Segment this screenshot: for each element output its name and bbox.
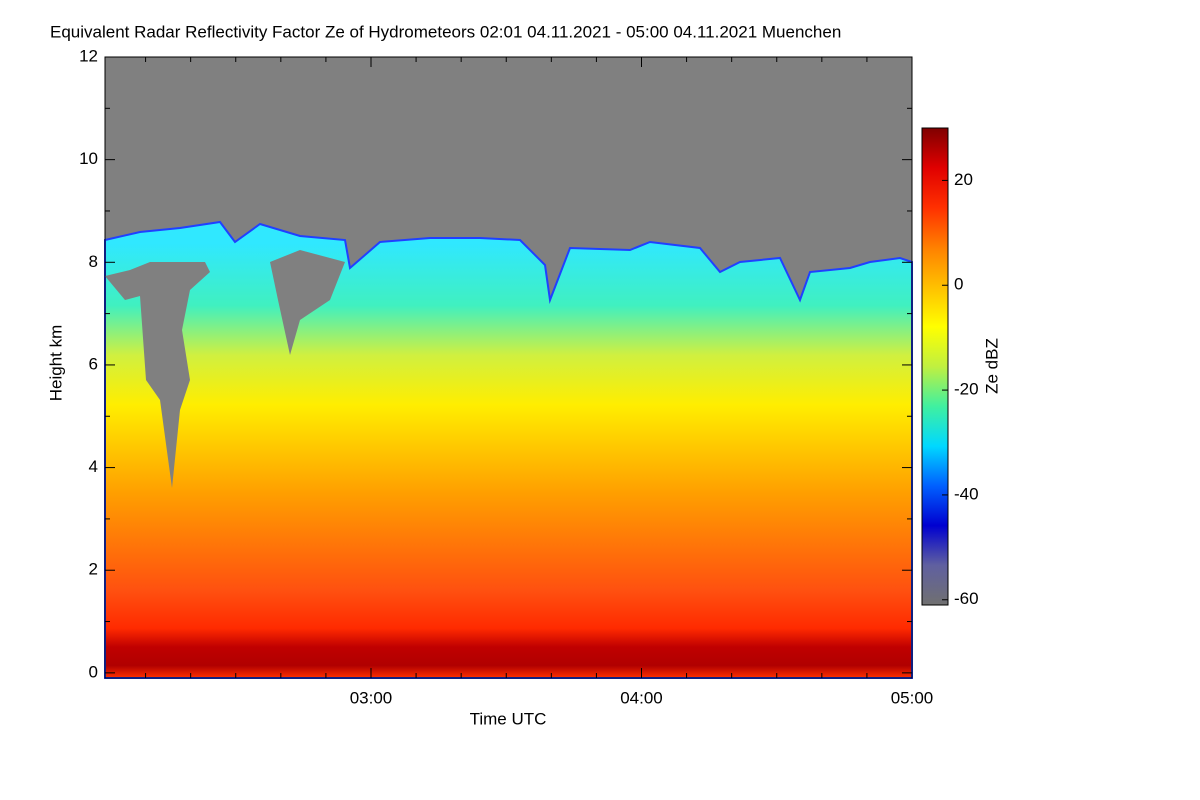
colorbar-tick-label: -40 [954, 484, 979, 503]
y-tick-label: 6 [89, 354, 98, 373]
y-tick-label: 2 [89, 560, 98, 579]
y-tick-label: 10 [79, 149, 98, 168]
colorbar-tick-label: 0 [954, 275, 963, 294]
radar-field [104, 57, 913, 679]
y-axis-label: Height km [46, 325, 65, 402]
y-tick-label: 12 [79, 46, 98, 65]
x-axis-label: Time UTC [470, 709, 547, 728]
colorbar [921, 127, 949, 606]
colorbar-tick-label: 20 [954, 170, 973, 189]
y-tick-label: 8 [89, 252, 98, 271]
colorbar-label: Ze dBZ [982, 338, 1001, 394]
x-tick-label: 05:00 [891, 688, 934, 707]
colorbar-tick-label: -20 [954, 380, 979, 399]
y-tick-label: 0 [89, 662, 98, 681]
x-tick-label: 03:00 [350, 688, 393, 707]
colorbar-tick-label: -60 [954, 589, 979, 608]
x-tick-label: 04:00 [620, 688, 663, 707]
plot-frame [104, 56, 913, 679]
chart-title: Equivalent Radar Reflectivity Factor Ze … [50, 22, 841, 41]
y-tick-label: 4 [89, 457, 98, 476]
